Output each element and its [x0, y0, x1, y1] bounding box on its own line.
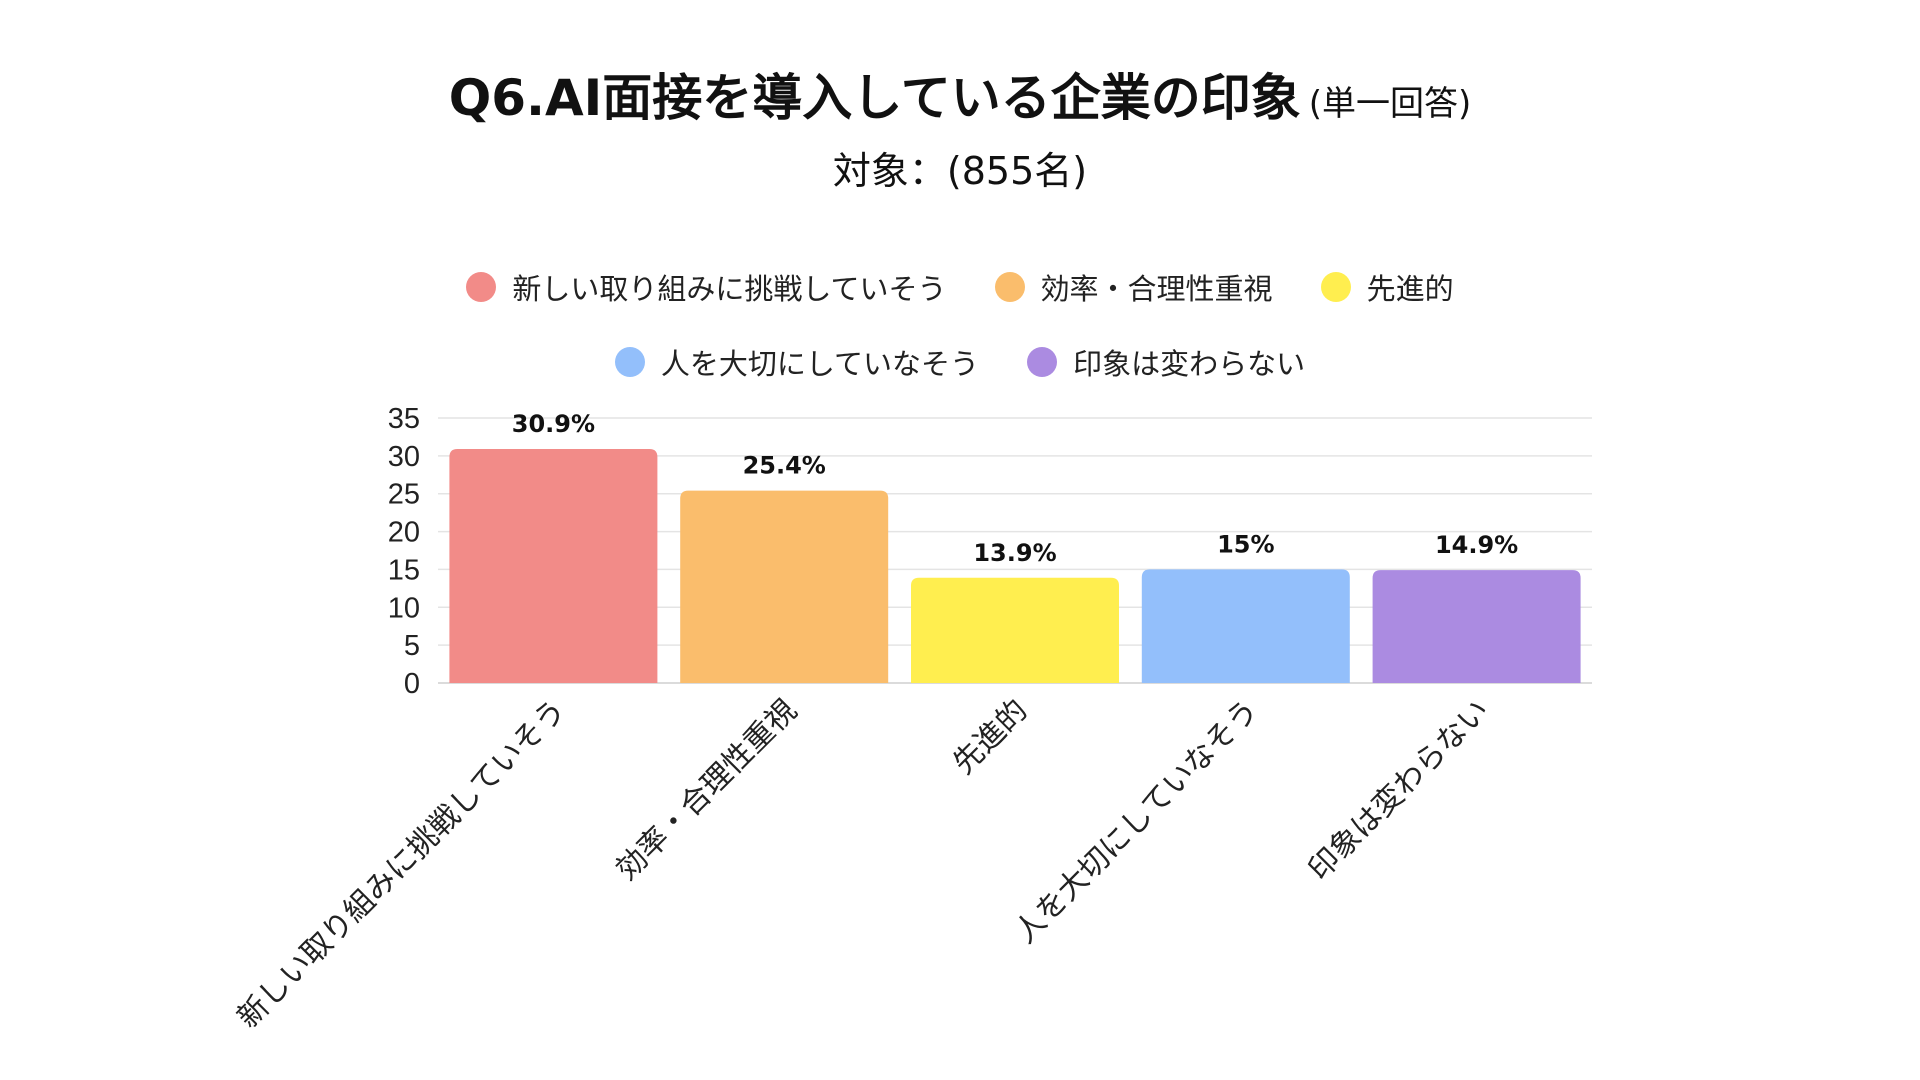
y-tick-label: 15 [388, 554, 420, 586]
bar [911, 577, 1119, 683]
legend-label: 新しい取り組みに挑戦していそう [512, 272, 947, 306]
legend-item: 印象は変わらない [1027, 341, 1305, 383]
y-tick-label: 5 [404, 630, 420, 662]
legend-row-2: 人を大切にしていなそう 印象は変わらない [0, 341, 1920, 383]
legend-label: 先進的 [1366, 272, 1454, 306]
data-label: 30.9% [512, 410, 595, 438]
legend-item: 人を大切にしていなそう [614, 341, 980, 383]
bar [680, 490, 889, 683]
data-label: 25.4% [743, 452, 826, 480]
legend-row-1: 新しい取り組みに挑戦していそう 効率・合理性重視 先進的 [0, 266, 1920, 308]
legend-label: 人を大切にしていなそう [660, 347, 980, 381]
y-tick-label: 30 [388, 441, 420, 473]
chart-title: Q6.AI面接を導入している企業の印象 (単一回答) [0, 58, 1920, 130]
legend-dot [1027, 347, 1058, 377]
y-tick-label: 20 [388, 517, 420, 549]
chart-title-suffix: (単一回答) [1308, 84, 1472, 124]
legend-item: 先進的 [1320, 266, 1454, 308]
bar [1372, 570, 1581, 683]
data-label: 14.9% [1435, 531, 1518, 559]
bar [449, 449, 658, 683]
legend-label: 印象は変わらない [1073, 347, 1306, 381]
data-label: 15% [1217, 530, 1274, 558]
x-tick-label: 先進的 [946, 693, 1034, 781]
x-tick-label: 新しい取り組みに挑戦していそう [231, 693, 573, 1035]
legend-dot [614, 347, 645, 377]
x-tick-label: 効率・合理性重視 [609, 693, 803, 887]
bar [1141, 569, 1350, 683]
legend-item: 新しい取り組みに挑戦していそう [466, 266, 947, 308]
x-tick-label: 人を大切にしていなそう [1008, 693, 1265, 950]
legend-label: 効率・合理性重視 [1040, 272, 1273, 306]
y-tick-label: 35 [388, 403, 420, 435]
legend-dot [466, 272, 497, 302]
chart-subtitle: 対象：(855名) [832, 149, 1088, 193]
legend-item: 効率・合理性重視 [994, 266, 1273, 308]
chart-title-main: Q6.AI面接を導入している企業の印象 [448, 69, 1301, 127]
legend-dot [1320, 272, 1351, 302]
y-tick-label: 25 [388, 479, 420, 511]
legend-dot [994, 272, 1025, 302]
y-tick-label: 0 [404, 668, 420, 700]
y-tick-label: 10 [388, 592, 420, 624]
x-tick-label: 印象は変わらない [1302, 693, 1496, 887]
data-label: 13.9% [973, 539, 1056, 567]
